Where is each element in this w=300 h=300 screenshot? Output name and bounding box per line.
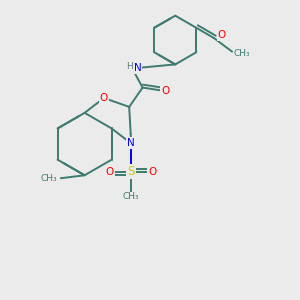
Text: O: O — [148, 167, 157, 176]
Text: CH₃: CH₃ — [233, 49, 250, 58]
Text: O: O — [100, 93, 108, 103]
Text: O: O — [161, 85, 169, 96]
Text: CH₃: CH₃ — [123, 192, 139, 201]
Text: N: N — [127, 138, 135, 148]
Text: N: N — [134, 63, 141, 73]
Text: O: O — [218, 30, 226, 40]
Text: H: H — [126, 62, 133, 71]
Text: CH₃: CH₃ — [40, 174, 57, 183]
Text: O: O — [105, 167, 114, 176]
Text: S: S — [127, 165, 135, 178]
